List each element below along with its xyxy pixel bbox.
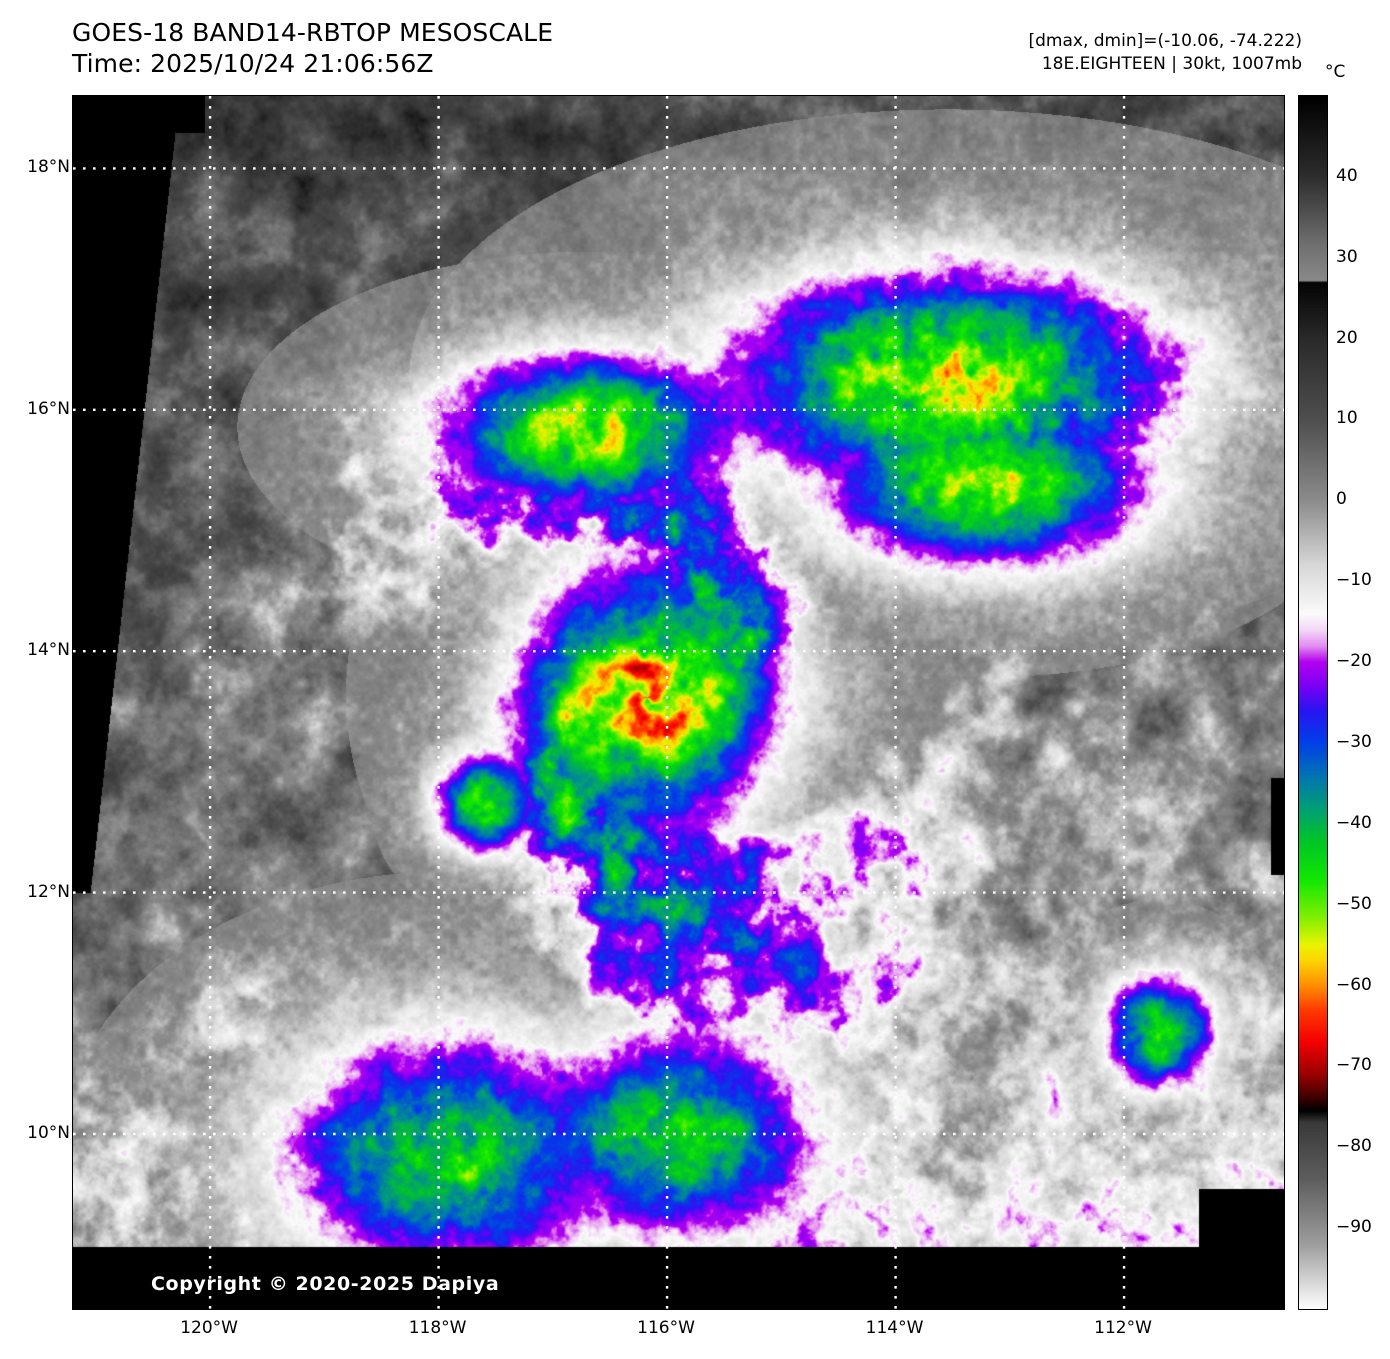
longitude-tick-label: 120°W <box>180 1318 238 1338</box>
copyright-label: Copyright © 2020-2025 Dapiya <box>151 1273 500 1295</box>
colorbar-tick-label: 40 <box>1336 165 1358 186</box>
colorbar-tick-label: 30 <box>1336 246 1358 267</box>
colorbar-tick-label: −90 <box>1336 1217 1372 1238</box>
colorbar-tick-label: −70 <box>1336 1055 1372 1076</box>
latitude-tick-label: 14°N <box>27 640 70 661</box>
longitude-tick-label: 112°W <box>1094 1318 1152 1338</box>
colorbar-tick-label: −30 <box>1336 731 1372 752</box>
colorbar-tick-label: −50 <box>1336 893 1372 914</box>
title-block: GOES-18 BAND14-RBTOP MESOSCALE Time: 202… <box>72 18 553 80</box>
latitude-tick-label: 16°N <box>27 398 70 419</box>
longitude-tick-label: 116°W <box>637 1318 695 1338</box>
header-annotations: [dmax, dmin]=(-10.06, -74.222) 18E.EIGHT… <box>1029 30 1303 76</box>
colorbar-tick-label: −10 <box>1336 570 1372 591</box>
colorbar-tick-label: −20 <box>1336 651 1372 672</box>
latitude-tick-label: 18°N <box>27 157 70 178</box>
colorbar-unit-label: °C <box>1325 62 1346 82</box>
colorbar-tick-label: −60 <box>1336 974 1372 995</box>
storm-info-label: 18E.EIGHTEEN | 30kt, 1007mb <box>1041 54 1302 74</box>
longitude-tick-label: 118°W <box>408 1318 467 1338</box>
data-range-label: [dmax, dmin]=(-10.06, -74.222) <box>1028 31 1303 51</box>
page-title: GOES-18 BAND14-RBTOP MESOSCALE <box>72 18 554 47</box>
latitude-tick-label: 12°N <box>27 881 70 902</box>
colorbar-tick-label: 0 <box>1336 489 1347 510</box>
colorbar <box>1298 95 1328 1310</box>
satellite-infrared-raster <box>73 96 1284 1309</box>
satellite-image-plot: Copyright © 2020-2025 Dapiya <box>72 95 1285 1310</box>
colorbar-gradient <box>1299 96 1327 1309</box>
latitude-tick-label: 10°N <box>27 1122 70 1143</box>
timestamp-label: Time: 2025/10/24 21:06:56Z <box>72 49 434 78</box>
longitude-tick-label: 114°W <box>865 1318 924 1338</box>
colorbar-tick-label: −40 <box>1336 812 1372 833</box>
colorbar-tick-label: 20 <box>1336 327 1358 348</box>
colorbar-tick-label: 10 <box>1336 408 1358 429</box>
colorbar-tick-label: −80 <box>1336 1136 1372 1157</box>
